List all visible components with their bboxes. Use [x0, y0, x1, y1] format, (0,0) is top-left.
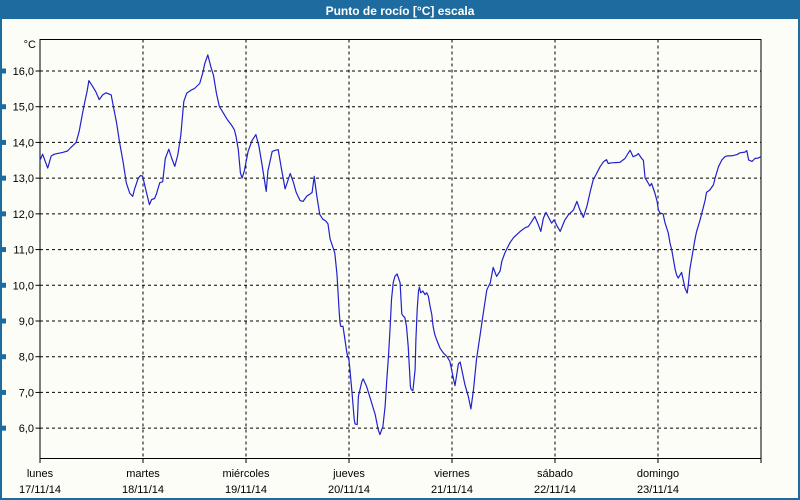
dewpoint-line: [39, 54, 762, 436]
y-tick-label: 7,0: [19, 387, 34, 399]
frame-nub: [0, 68, 6, 74]
y-tick-label: 10,0: [13, 280, 34, 292]
y-tick-label: 12,0: [13, 209, 34, 221]
y-axis-unit-label: °C: [24, 39, 36, 51]
x-date-label: 21/11/14: [431, 484, 473, 496]
frame-nub: [0, 175, 6, 181]
frame-nub: [0, 282, 6, 288]
y-tick-label: 9,0: [19, 316, 34, 328]
x-day-label: martes: [126, 468, 160, 480]
x-day-label: domingo: [637, 468, 679, 480]
x-date-label: 19/11/14: [225, 484, 267, 496]
x-day-label: lunes: [27, 468, 54, 480]
y-tick-label: 6,0: [19, 423, 34, 435]
x-day-label: miércoles: [222, 468, 270, 480]
y-tick-label: 8,0: [19, 352, 34, 364]
chart-title: Punto de rocío [°C] escala: [325, 3, 475, 18]
x-day-label: sábado: [537, 468, 573, 480]
frame-nub: [0, 318, 6, 324]
frame-nub: [0, 247, 6, 253]
y-tick-label: 14,0: [13, 137, 34, 149]
x-date-label: 17/11/14: [19, 484, 61, 496]
frame-nub: [0, 211, 6, 217]
x-date-label: 22/11/14: [534, 484, 576, 496]
frame-nub: [0, 139, 6, 145]
x-day-label: viernes: [434, 468, 470, 480]
frame-nub: [0, 354, 6, 360]
y-tick-label: 15,0: [13, 102, 34, 114]
y-tick-label: 13,0: [13, 173, 34, 185]
frame-nub: [0, 389, 6, 395]
plot-border: [39, 39, 762, 459]
frame-nub: [0, 425, 6, 431]
y-tick-label: 11,0: [13, 245, 34, 257]
x-date-label: 23/11/14: [637, 484, 679, 496]
x-day-label: jueves: [332, 468, 365, 480]
title-bar: Punto de rocío [°C] escala: [2, 2, 798, 19]
x-date-label: 18/11/14: [122, 484, 164, 496]
y-tick-label: 16,0: [13, 66, 34, 78]
x-date-label: 20/11/14: [328, 484, 370, 496]
frame-nub: [0, 104, 6, 110]
